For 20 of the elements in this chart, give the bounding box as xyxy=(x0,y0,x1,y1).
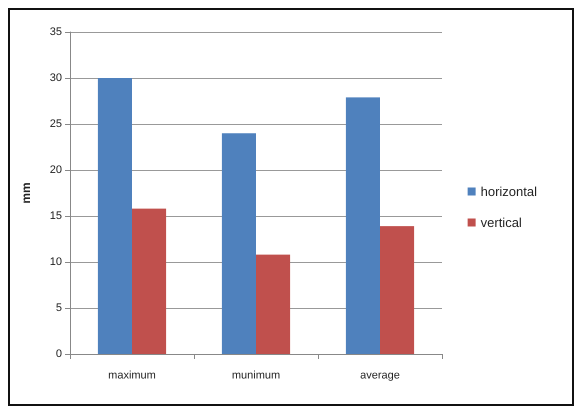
y-tick-label: 30 xyxy=(50,72,62,84)
y-tick-label: 0 xyxy=(56,348,62,360)
x-tick-label: average xyxy=(360,370,400,382)
legend-label: horizontal xyxy=(480,184,538,199)
bar xyxy=(132,208,166,354)
y-tick-label: 5 xyxy=(56,302,62,314)
y-tick-label: 20 xyxy=(50,164,62,176)
y-axis-title: mm xyxy=(19,182,33,204)
y-tick-label: 35 xyxy=(50,26,62,38)
y-tick-label: 10 xyxy=(50,256,62,268)
bar xyxy=(346,97,380,354)
legend-label: vertical xyxy=(480,215,522,230)
bar xyxy=(98,78,132,354)
bar xyxy=(256,254,290,354)
bar xyxy=(380,226,414,354)
y-tick-label: 25 xyxy=(50,118,62,130)
x-tick-label: munimum xyxy=(232,370,280,382)
x-tick-label: maximum xyxy=(108,370,156,382)
y-tick-label: 15 xyxy=(50,210,62,222)
bar xyxy=(222,133,256,354)
